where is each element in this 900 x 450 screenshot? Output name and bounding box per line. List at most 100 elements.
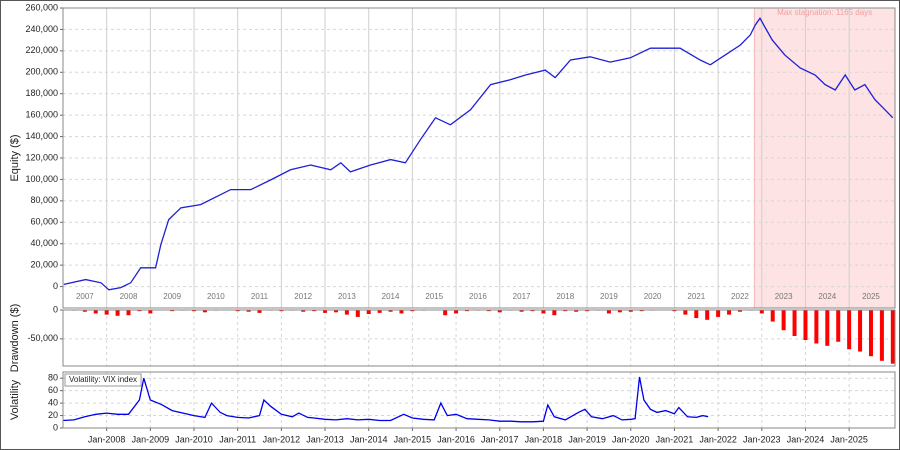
- y-tick-label: 40,000: [30, 238, 58, 248]
- y-tick-label: 20: [48, 410, 58, 420]
- drawdown-bar: [257, 310, 262, 313]
- drawdown-bar: [716, 310, 721, 317]
- x-year-label: 2021: [687, 292, 705, 301]
- y-tick-label: -50,000: [27, 333, 58, 343]
- x-year-label: 2011: [251, 292, 269, 301]
- drawdown-bar: [879, 310, 884, 361]
- y-tick-label: 180,000: [25, 88, 58, 98]
- stagnation-label: Max stagnation: 1165 days: [777, 8, 872, 17]
- drawdown-bar: [486, 310, 491, 312]
- drawdown-bar: [137, 310, 142, 312]
- drawdown-bar: [366, 310, 371, 315]
- data-line: [62, 376, 709, 423]
- drawdown-bar: [606, 310, 611, 314]
- drawdown-bar: [683, 310, 688, 315]
- drawdown-bar: [104, 310, 109, 315]
- y-axis-label: Drawdown ($): [9, 304, 21, 372]
- drawdown-bar: [574, 310, 579, 312]
- x-tick-label: Jan-2016: [437, 434, 475, 444]
- drawdown-bar: [410, 310, 415, 312]
- drawdown-bar: [333, 310, 338, 313]
- drawdown-bar: [803, 310, 808, 341]
- x-tick-label: Jan-2018: [525, 434, 563, 444]
- drawdown-bar: [301, 310, 306, 312]
- legend-label: Volatility: VIX index: [69, 375, 137, 384]
- drawdown-bar: [781, 310, 786, 331]
- y-tick-label: 60: [48, 385, 58, 395]
- x-year-label: 2018: [556, 292, 574, 301]
- drawdown-bar: [399, 310, 404, 314]
- x-year-label: 2015: [425, 292, 443, 301]
- drawdown-bar: [344, 310, 349, 315]
- x-tick-label: Jan-2020: [612, 434, 650, 444]
- y-tick-label: 20,000: [30, 260, 58, 270]
- drawdown-bar: [497, 310, 502, 313]
- x-year-label: 2025: [862, 292, 880, 301]
- y-axis-label: Equity ($): [9, 134, 21, 181]
- drawdown-bar: [93, 310, 98, 314]
- y-tick-label: 100,000: [25, 174, 58, 184]
- y-tick-label: 80,000: [30, 195, 58, 205]
- y-tick-label: 60,000: [30, 217, 58, 227]
- drawdown-bar: [279, 310, 284, 312]
- drawdown-bar: [672, 310, 677, 312]
- x-year-label: 2012: [294, 292, 312, 301]
- x-year-label: 2017: [513, 292, 531, 301]
- drawdown-bar: [82, 310, 87, 312]
- drawdown-bar: [126, 310, 131, 316]
- x-year-label: 2007: [76, 292, 94, 301]
- drawdown-bar: [694, 310, 699, 319]
- y-tick-label: 260,000: [25, 2, 58, 12]
- drawdown-bar: [890, 310, 895, 364]
- x-tick-label: Jan-2022: [699, 434, 737, 444]
- drawdown-bar: [858, 310, 863, 352]
- x-tick-label: Jan-2009: [132, 434, 170, 444]
- drawdown-bar: [792, 310, 797, 336]
- x-year-label: 2016: [469, 292, 487, 301]
- drawdown-bar: [443, 310, 448, 316]
- drawdown-bar: [836, 310, 841, 342]
- drawdown-bar: [639, 310, 644, 312]
- y-tick-label: 140,000: [25, 131, 58, 141]
- x-year-label: 2010: [207, 292, 225, 301]
- x-tick-label: Jan-2013: [306, 434, 344, 444]
- drawdown-bar: [727, 310, 732, 315]
- drawdown-bar: [868, 310, 873, 357]
- drawdown-bar: [115, 310, 120, 316]
- drawdown-bar: [312, 310, 317, 312]
- x-year-label: 2019: [600, 292, 618, 301]
- drawdown-bar: [563, 310, 568, 312]
- drawdown-bar: [355, 310, 360, 317]
- drawdown-bar: [388, 310, 393, 312]
- x-tick-label: Jan-2008: [88, 434, 126, 444]
- drawdown-bar: [530, 310, 535, 312]
- y-tick-label: 240,000: [25, 24, 58, 34]
- x-year-label: 2009: [163, 292, 181, 301]
- y-tick-label: 0: [53, 422, 58, 432]
- y-tick-label: 0: [53, 304, 58, 314]
- x-tick-label: Jan-2011: [219, 434, 256, 444]
- plot-frame: [62, 309, 896, 367]
- x-tick-label: Jan-2021: [656, 434, 694, 444]
- drawdown-bar: [825, 310, 830, 346]
- drawdown-bar: [541, 310, 546, 314]
- y-tick-label: 0: [53, 281, 58, 291]
- legend-box: [64, 373, 142, 387]
- x-tick-label: Jan-2025: [830, 434, 868, 444]
- drawdown-bar: [148, 310, 153, 314]
- plot-frame: [62, 371, 896, 429]
- drawdown-bar: [770, 310, 775, 322]
- drawdown-bar: [814, 310, 819, 344]
- x-tick-label: Jan-2015: [394, 434, 432, 444]
- drawdown-bar: [705, 310, 710, 320]
- x-tick-label: Jan-2014: [350, 434, 388, 444]
- drawdown-bar: [246, 310, 251, 312]
- drawdown-bar: [628, 310, 633, 312]
- x-year-label: 2024: [818, 292, 836, 301]
- drawdown-bar: [202, 310, 207, 313]
- drawdown-bar: [464, 310, 469, 312]
- y-tick-label: 80: [48, 373, 58, 383]
- plot-frame: [62, 7, 896, 309]
- x-tick-label: Jan-2019: [568, 434, 606, 444]
